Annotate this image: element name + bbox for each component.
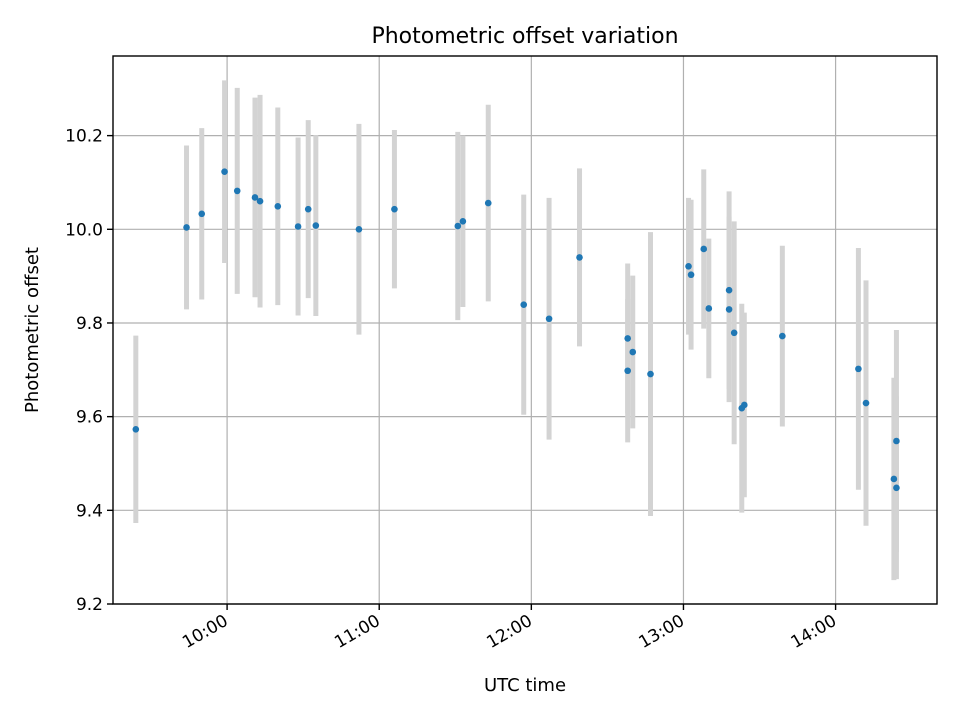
y-tick-label: 10.2 xyxy=(65,127,103,147)
data-point xyxy=(198,210,206,218)
data-point xyxy=(700,245,708,253)
plot-frame xyxy=(112,55,938,605)
y-axis-label: Photometric offset xyxy=(22,247,43,413)
data-point xyxy=(304,205,312,213)
data-point xyxy=(893,484,900,492)
data-point xyxy=(312,222,320,229)
data-point xyxy=(251,194,259,201)
data-point xyxy=(779,332,786,340)
data-point xyxy=(183,224,190,231)
data-point xyxy=(741,401,748,409)
y-tick-label: 9.2 xyxy=(76,595,103,615)
data-point xyxy=(355,225,363,233)
data-point xyxy=(274,203,282,210)
y-tick-label: 9.4 xyxy=(76,501,103,521)
data-point xyxy=(576,254,583,261)
data-point xyxy=(624,335,631,342)
data-point xyxy=(520,301,528,309)
y-tick-label: 10.0 xyxy=(65,220,103,240)
data-point xyxy=(391,205,398,213)
data-point xyxy=(893,437,900,445)
data-point xyxy=(256,197,264,205)
data-point xyxy=(484,199,492,207)
data-point xyxy=(890,475,898,483)
data-point xyxy=(454,222,462,230)
data-point xyxy=(624,367,631,375)
data-point xyxy=(685,263,692,270)
data-point xyxy=(629,348,637,356)
data-points xyxy=(132,168,900,492)
data-point xyxy=(705,305,713,312)
y-tick-label: 9.8 xyxy=(76,314,103,334)
data-point xyxy=(862,399,870,407)
data-point xyxy=(725,306,733,313)
chart-title: Photometric offset variation xyxy=(371,24,678,49)
y-axis-ticks: 9.2 9.4 9.6 9.8 10.0 10.2 xyxy=(65,127,113,615)
data-point xyxy=(687,271,695,279)
data-point xyxy=(294,223,302,230)
data-point xyxy=(459,218,467,225)
data-point xyxy=(730,329,738,337)
data-point xyxy=(725,286,733,294)
data-point xyxy=(221,168,228,175)
data-point xyxy=(545,315,553,323)
x-axis-label: UTC time xyxy=(484,675,566,696)
data-point xyxy=(647,370,654,378)
y-tick-label: 9.6 xyxy=(76,408,103,428)
data-point xyxy=(233,187,241,195)
data-point xyxy=(132,425,140,433)
data-point xyxy=(855,365,862,373)
